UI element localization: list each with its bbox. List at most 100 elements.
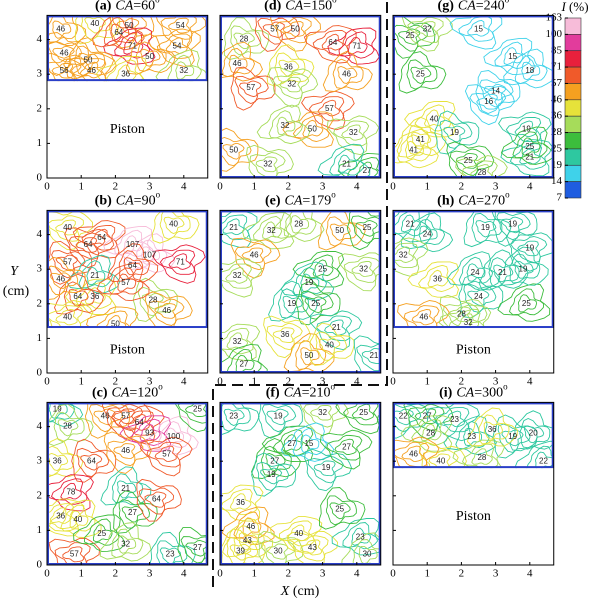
contour-label: 40 <box>73 515 82 524</box>
contour-label: 19 <box>53 404 62 413</box>
contour-line <box>55 309 78 326</box>
contour-label: 25 <box>97 529 106 538</box>
contour-line <box>105 315 127 329</box>
contour-line <box>292 114 330 142</box>
contour-label: 15 <box>304 439 313 448</box>
domain-border <box>220 402 381 565</box>
contour-line <box>220 484 264 522</box>
contour-line <box>347 36 368 55</box>
contour-label: 46 <box>246 522 255 531</box>
contour-line <box>85 306 139 329</box>
contour-line <box>95 56 148 82</box>
contour-line <box>278 59 300 78</box>
contour-line <box>49 272 72 289</box>
axes-frame <box>46 14 209 179</box>
contour-label: 57 <box>325 104 334 113</box>
contour-label: 64 <box>87 456 96 465</box>
contour-label: 28 <box>63 422 72 431</box>
contour-label: 40 <box>169 219 178 228</box>
colorbar-unit: (%) <box>569 0 589 14</box>
panel-angle-unit: o <box>332 0 337 4</box>
y-axis-label: Y <box>10 264 20 279</box>
contour-line <box>103 225 156 264</box>
contour-line <box>262 221 283 240</box>
contour-label: 50 <box>308 125 317 134</box>
contour-line <box>292 535 329 562</box>
contour-line <box>347 157 381 178</box>
x-tick-label: 1 <box>424 181 430 193</box>
contour-line <box>419 441 467 469</box>
panel-title: (a)CA=60o <box>95 0 160 14</box>
contour-label: 27 <box>270 456 279 465</box>
contour-line <box>53 411 85 443</box>
contour-label: 25 <box>525 142 534 151</box>
contour-label: 25 <box>318 264 327 273</box>
panel-angle-symbol: CA <box>458 0 476 14</box>
contour-line <box>70 58 107 82</box>
contour-line <box>148 298 185 326</box>
contour-line <box>123 235 144 254</box>
panel-letter: (e) <box>265 194 281 209</box>
contour-line <box>60 482 82 500</box>
contour-line <box>351 403 375 421</box>
contour-line <box>251 438 302 479</box>
contour-line <box>355 220 378 237</box>
contour-label: 28 <box>457 309 466 318</box>
contour-line <box>234 242 272 271</box>
contour-label: 25 <box>464 156 473 165</box>
contour-line <box>400 415 453 452</box>
colorbar-tick-label: 57 <box>551 77 563 89</box>
contour-line <box>155 15 207 49</box>
x-tick-label: 2 <box>459 376 465 388</box>
contour-line <box>48 402 68 419</box>
contour-label: 24 <box>474 292 483 301</box>
x-tick-label: 3 <box>147 181 153 193</box>
contour-line <box>282 295 303 314</box>
contour-line <box>63 281 95 312</box>
panel-angle-symbol: CA <box>116 194 134 209</box>
colorbar-tick-label: 25 <box>551 142 563 154</box>
y-tick-label: 4 <box>37 420 43 432</box>
contour-line <box>326 434 363 461</box>
contour-line <box>302 119 324 138</box>
contour-line <box>84 402 130 439</box>
contour-line <box>393 210 434 243</box>
contour-label: 50 <box>335 226 344 235</box>
contour-label: 32 <box>233 271 242 280</box>
contour-line <box>60 504 96 532</box>
x-tick-label: 1 <box>78 181 84 193</box>
contour-label: 32 <box>281 121 290 130</box>
contour-line <box>449 148 487 176</box>
contour-line <box>268 280 319 322</box>
contour-line <box>418 225 438 245</box>
contour-label: 57 <box>121 278 130 287</box>
contour-line <box>301 90 355 131</box>
contour-line <box>230 66 276 111</box>
contour-line <box>269 15 321 52</box>
contour-line <box>280 261 335 301</box>
contour-label: 21 <box>525 152 534 161</box>
contour-label: 19 <box>304 278 313 287</box>
contour-label: 25 <box>193 404 202 413</box>
x-tick-label: 3 <box>493 181 499 193</box>
contour-line <box>230 237 281 279</box>
contour-line <box>83 518 120 546</box>
x-tick-label: 1 <box>251 376 257 388</box>
contour-label: 25 <box>363 223 372 232</box>
contour-line <box>401 15 453 52</box>
panel-angle-unit: o <box>155 0 160 4</box>
contour-label: 14 <box>491 87 500 96</box>
contour-line <box>514 260 534 279</box>
contour-line <box>274 52 306 83</box>
contour-line <box>300 273 320 293</box>
contour-line <box>308 96 345 122</box>
contour-line <box>321 33 344 51</box>
x-tick-label: 0 <box>217 568 223 580</box>
contour-line <box>47 402 84 427</box>
contour-label: 20 <box>529 429 538 438</box>
contour-label: 46 <box>101 411 110 420</box>
contour-line <box>469 164 492 178</box>
y-tick-label: 4 <box>37 33 43 45</box>
contour-line <box>329 223 351 241</box>
contour-label: 64 <box>128 261 137 270</box>
